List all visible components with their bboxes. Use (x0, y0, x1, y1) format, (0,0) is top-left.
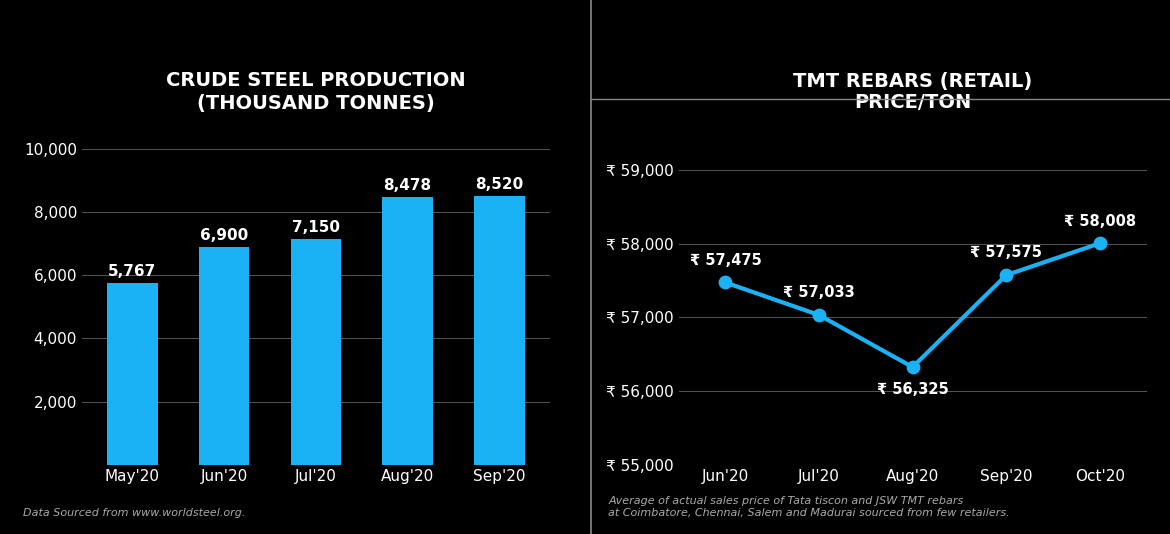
Text: 8,520: 8,520 (475, 177, 523, 192)
Title: TMT REBARS (RETAIL)
PRICE/TON: TMT REBARS (RETAIL) PRICE/TON (793, 72, 1032, 113)
Point (810, 311, 828, 319)
Bar (474, 196, 524, 465)
Text: 5,767: 5,767 (109, 264, 157, 279)
Point (1090, 239, 1109, 248)
Text: ₹ 57,033: ₹ 57,033 (783, 285, 855, 300)
Point (716, 278, 735, 287)
Bar (108, 282, 158, 465)
Text: Data Sourced from www.worldsteel.org.: Data Sourced from www.worldsteel.org. (23, 508, 246, 518)
Text: 6,900: 6,900 (200, 228, 248, 243)
Text: Average of actual sales price of Tata tiscon and JSW TMT rebars
at Coimbatore, C: Average of actual sales price of Tata ti… (608, 497, 1010, 518)
Text: ₹ 57,475: ₹ 57,475 (689, 253, 762, 268)
Bar (290, 239, 342, 465)
Point (903, 363, 922, 371)
Text: ₹ 57,575: ₹ 57,575 (970, 246, 1042, 261)
Point (997, 271, 1016, 279)
Text: 8,478: 8,478 (384, 178, 432, 193)
Text: ₹ 56,325: ₹ 56,325 (876, 382, 949, 397)
Text: ₹ 58,008: ₹ 58,008 (1064, 214, 1136, 229)
Bar (199, 247, 249, 465)
Text: 7,150: 7,150 (291, 221, 340, 235)
Title: CRUDE STEEL PRODUCTION
(THOUSAND TONNES): CRUDE STEEL PRODUCTION (THOUSAND TONNES) (166, 72, 466, 113)
Bar (383, 197, 433, 465)
